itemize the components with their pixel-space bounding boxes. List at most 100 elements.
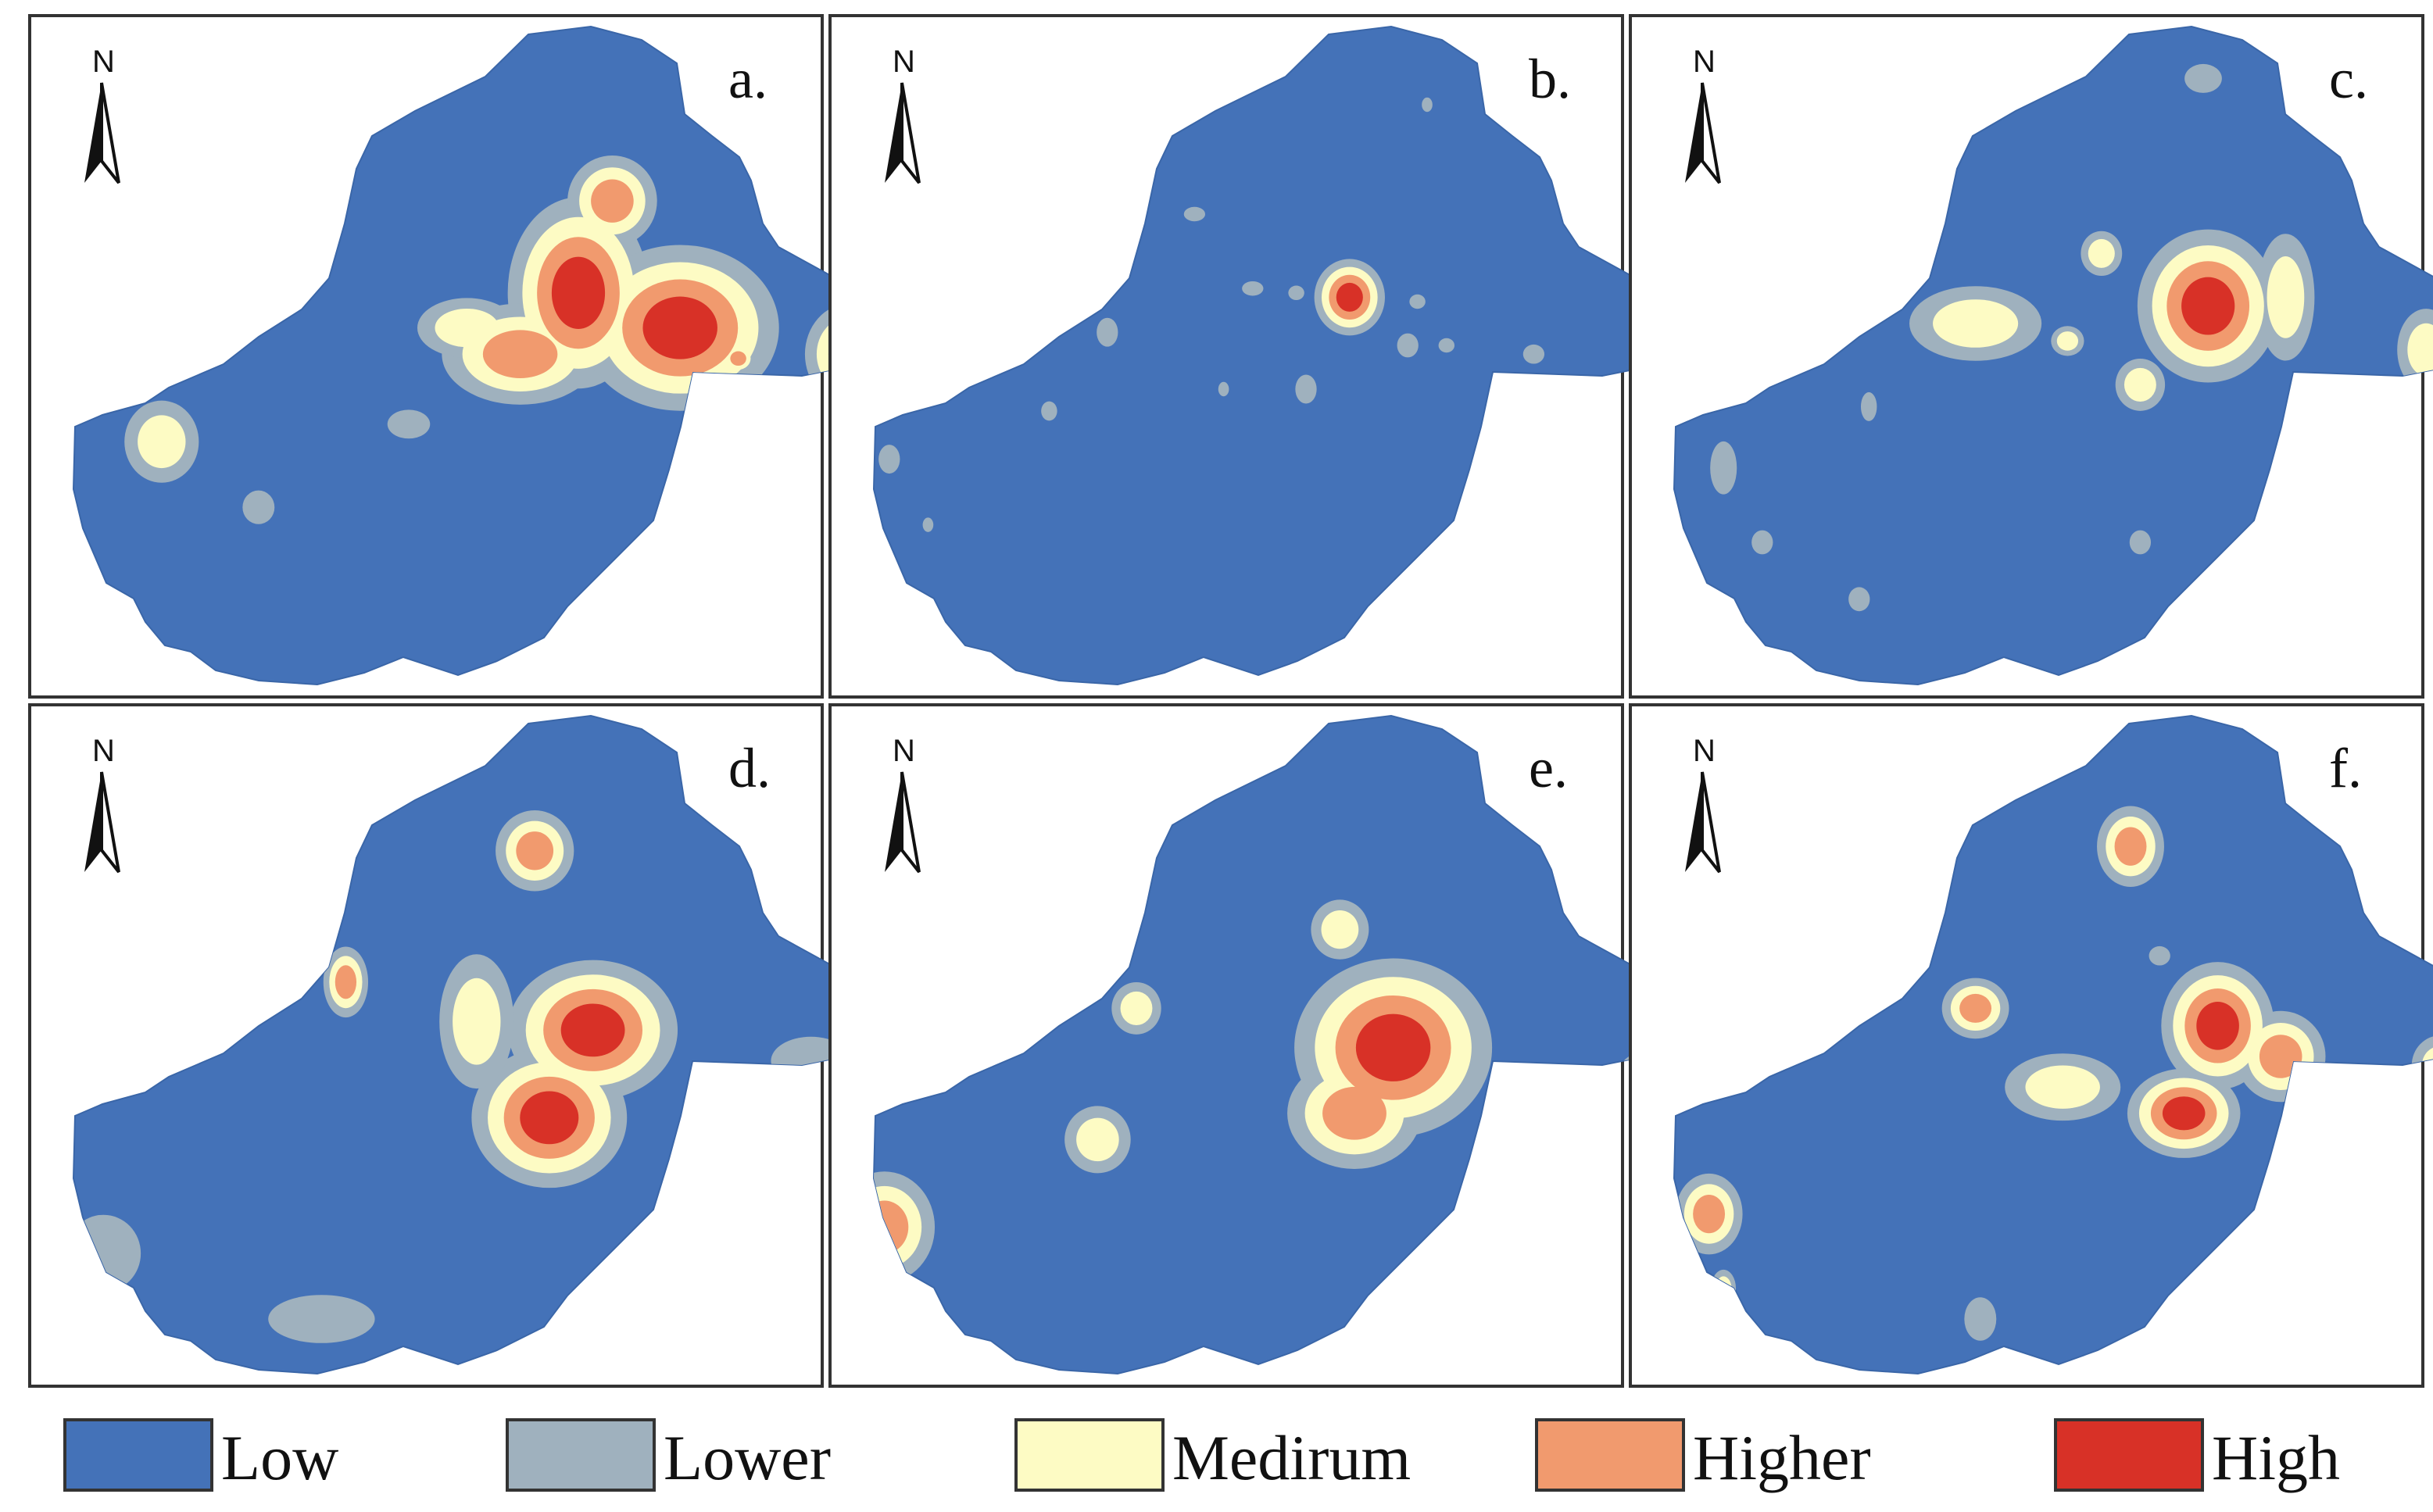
region-outline bbox=[872, 714, 1651, 1375]
density-blob bbox=[453, 978, 501, 1065]
density-blob bbox=[2149, 945, 2170, 966]
density-blob bbox=[2162, 1096, 2206, 1131]
north-arrow-icon: N bbox=[84, 45, 120, 184]
density-blob bbox=[138, 415, 186, 469]
density-blob bbox=[1120, 991, 1153, 1025]
density-blob bbox=[1295, 374, 1317, 404]
legend-swatch-high bbox=[2054, 1418, 2204, 1492]
density-blob bbox=[435, 308, 499, 348]
panel-label: e. bbox=[1529, 737, 1568, 799]
density-blob bbox=[922, 517, 934, 532]
region-outline bbox=[1673, 714, 2433, 1375]
panel-label: a. bbox=[728, 48, 767, 110]
density-blob bbox=[2129, 530, 2152, 555]
panel-label: d. bbox=[728, 737, 771, 799]
density-blob bbox=[1355, 1013, 1431, 1081]
density-blob bbox=[1076, 1117, 1119, 1162]
region-outline bbox=[1673, 25, 2433, 686]
density-blob bbox=[520, 1091, 579, 1145]
density-blob bbox=[1751, 530, 1773, 555]
map-panel-e: e. N bbox=[828, 703, 1651, 1388]
density-blob bbox=[1242, 281, 1264, 296]
north-arrow-icon: N bbox=[885, 45, 921, 184]
legend-swatch-lower bbox=[506, 1418, 656, 1492]
density-blob bbox=[1409, 294, 1426, 309]
density-blob bbox=[387, 409, 431, 439]
region-map bbox=[72, 714, 850, 1375]
legend-label-high: High bbox=[2212, 1422, 2340, 1493]
legend-label-low: Low bbox=[221, 1422, 338, 1493]
density-blob bbox=[2267, 256, 2305, 338]
density-blob bbox=[2259, 1035, 2302, 1078]
density-blob bbox=[1097, 317, 1118, 347]
region-map bbox=[1673, 714, 2433, 1375]
density-blob bbox=[1693, 1194, 1726, 1234]
legend-swatch-low bbox=[63, 1418, 213, 1492]
region-map bbox=[72, 25, 850, 686]
density-blob bbox=[1321, 910, 1359, 949]
legend-swatch-medirum bbox=[1014, 1418, 1165, 1492]
density-blob bbox=[2196, 1002, 2239, 1050]
density-blob bbox=[335, 965, 357, 999]
density-blob bbox=[1964, 1297, 1997, 1341]
density-blob bbox=[1288, 285, 1304, 301]
density-blob bbox=[591, 179, 634, 223]
north-arrow-icon: N bbox=[84, 734, 120, 874]
north-label: N bbox=[893, 734, 915, 768]
density-blob bbox=[1183, 206, 1206, 222]
density-bands bbox=[878, 97, 1545, 532]
density-blob bbox=[2088, 238, 2115, 268]
legend-label-lower: Lower bbox=[664, 1422, 831, 1493]
north-label: N bbox=[1693, 45, 1716, 79]
density-blob bbox=[1438, 338, 1455, 353]
density-bands bbox=[1675, 806, 2433, 1341]
region-map bbox=[872, 25, 1651, 686]
legend-label-higher: Higher bbox=[1693, 1422, 1871, 1493]
density-blob bbox=[242, 490, 275, 524]
north-label: N bbox=[1693, 734, 1716, 768]
map-panel-f: f. N bbox=[1629, 703, 2433, 1388]
density-blob bbox=[730, 351, 746, 366]
density-blob bbox=[878, 445, 900, 474]
panel-label: b. bbox=[1529, 48, 1571, 110]
legend-label-medirum: Medirum bbox=[1172, 1422, 1411, 1493]
density-blob bbox=[2407, 323, 2433, 377]
density-blob bbox=[1860, 391, 1877, 421]
north-arrow-icon: N bbox=[1685, 45, 1721, 184]
region-outline bbox=[872, 25, 1651, 686]
density-blob bbox=[2056, 331, 2079, 351]
panel-label: c. bbox=[2329, 48, 2368, 110]
density-blob bbox=[1322, 1086, 1386, 1140]
density-blob bbox=[2025, 1065, 2100, 1109]
density-blob bbox=[2184, 63, 2222, 93]
density-blob bbox=[551, 256, 606, 329]
density-blob bbox=[1218, 381, 1229, 397]
north-label: N bbox=[92, 45, 115, 79]
density-bands bbox=[73, 810, 849, 1374]
density-blob bbox=[1848, 587, 1870, 612]
density-blob bbox=[1041, 401, 1057, 421]
north-label: N bbox=[92, 734, 115, 768]
density-blob bbox=[1522, 344, 1545, 364]
legend-swatch-higher bbox=[1535, 1418, 1685, 1492]
region-map bbox=[1673, 25, 2433, 686]
density-blob bbox=[2114, 827, 2147, 866]
density-blob bbox=[2124, 367, 2156, 402]
map-panel-c: c. N bbox=[1629, 14, 2433, 699]
map-panel-b: b. N bbox=[828, 14, 1651, 699]
density-blob bbox=[1336, 282, 1363, 312]
density-blob bbox=[1397, 333, 1419, 358]
density-blob bbox=[1959, 993, 1992, 1023]
density-blob bbox=[642, 296, 717, 359]
density-blob bbox=[268, 1295, 375, 1343]
north-arrow-icon: N bbox=[1685, 734, 1721, 874]
map-panel-d: d. N bbox=[28, 703, 850, 1388]
north-arrow-icon: N bbox=[885, 734, 921, 874]
density-blob bbox=[516, 831, 554, 870]
panel-label: f. bbox=[2329, 737, 2362, 799]
north-label: N bbox=[893, 45, 915, 79]
density-blob bbox=[1710, 441, 1737, 495]
density-blob bbox=[560, 1003, 625, 1057]
density-blob bbox=[1933, 299, 2019, 348]
